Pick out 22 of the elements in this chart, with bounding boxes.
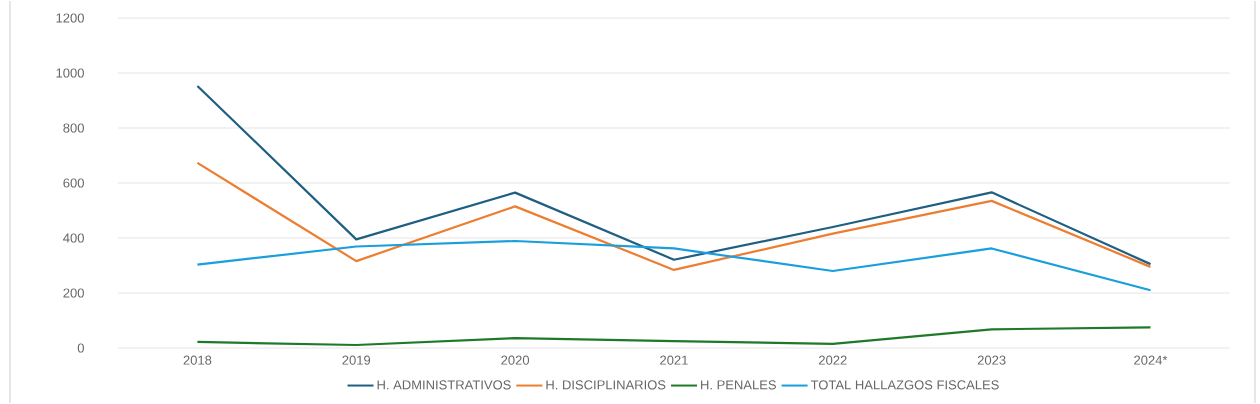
x-tick-label: 2023 [977,355,1006,365]
x-tick-label: 2019 [342,355,371,365]
line-series [196,239,1152,292]
line-series [196,161,1152,271]
y-tick-label: 0 [77,343,84,353]
y-tick-label: 1200 [56,13,84,23]
x-tick-label: 2024* [1134,355,1168,365]
x-tick-label: 2022 [819,355,847,365]
line-series [196,84,1152,266]
y-tick-label: 800 [63,123,84,133]
legend-label: TOTAL HALLAZGOS FISCALES [810,380,999,390]
y-tick-label: 1000 [56,68,84,78]
legend-label: H. ADMINISTRATIVOS [377,380,511,390]
y-tick-label: 600 [63,178,84,188]
legend-label: H. PENALES [701,380,776,390]
legend-label: H. DISCIPLINARIOS [546,380,666,390]
x-tick-label: 2020 [501,355,530,365]
y-tick-label: 400 [63,233,84,243]
x-tick-label: 2018 [183,355,212,365]
line-series [196,326,1152,347]
x-tick-label: 2021 [660,355,688,365]
y-tick-label: 200 [63,288,84,298]
